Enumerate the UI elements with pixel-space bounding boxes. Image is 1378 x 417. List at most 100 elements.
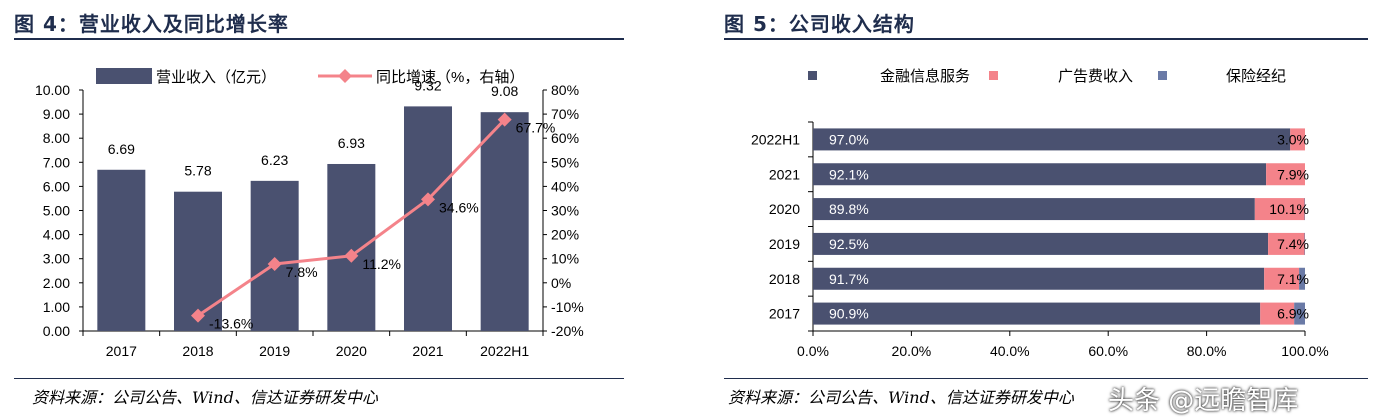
x-tick-label: 2022H1 xyxy=(480,343,529,359)
stacked-segment xyxy=(813,163,1267,186)
revenue-bar xyxy=(97,169,146,331)
stacked-segment xyxy=(813,128,1291,151)
figure-title: 图 5：公司收入结构 xyxy=(724,12,915,36)
revenue-bar xyxy=(404,106,452,331)
stacked-segment xyxy=(1260,302,1295,325)
x-tick-label: 2020 xyxy=(336,343,367,359)
stacked-segment xyxy=(1268,232,1305,255)
x-tick-label: 40.0% xyxy=(990,343,1030,359)
x-tick-label: 80.0% xyxy=(1187,343,1227,359)
y-tick-label: 4.00 xyxy=(43,227,70,243)
legend-swatch-growth-marker xyxy=(338,69,352,83)
bar-value-label: 9.32 xyxy=(414,77,441,93)
y-tick-label: 2020 xyxy=(769,201,800,217)
y2-tick-label: 70% xyxy=(551,106,579,122)
x-tick-label: 2018 xyxy=(182,343,213,359)
y-tick-label: 2022H1 xyxy=(751,131,800,147)
y2-tick-label: -10% xyxy=(551,299,584,315)
revenue-structure-chart: 0.0% 20.0% 40.0% 60.0% 80.0% 100.0% 2022H1 97.0… xyxy=(751,68,1329,359)
x-tick-label: 0.0% xyxy=(797,343,829,359)
source-note: 资料来源：公司公告、Wind、信达证券研发中心 xyxy=(728,388,1074,407)
title-divider xyxy=(724,38,1368,40)
stacked-segment xyxy=(813,232,1269,255)
y-tick-label: 8.00 xyxy=(43,130,70,146)
legend-label: 保险经纪 xyxy=(1226,68,1286,85)
y-tick-label: 2019 xyxy=(769,236,800,252)
legend-label-revenue: 营业收入（亿元） xyxy=(156,69,276,86)
source-note: 资料来源：公司公告、Wind、信达证券研发中心 xyxy=(32,388,378,407)
x-tick-label: 2019 xyxy=(259,343,290,359)
bar-value-label: 5.78 xyxy=(184,163,211,179)
y2-tick-label: 20% xyxy=(551,227,579,243)
growth-point xyxy=(344,248,359,263)
footer-divider xyxy=(724,378,1368,379)
x-tick-label: 20.0% xyxy=(892,343,932,359)
y-tick-label: 2017 xyxy=(769,306,800,322)
y-tick-label: 2018 xyxy=(769,271,800,287)
y-tick-label: 9.00 xyxy=(43,106,70,122)
revenue-bar xyxy=(327,163,376,331)
stacked-segment xyxy=(1266,163,1305,186)
y-tick-label: 2021 xyxy=(769,166,800,182)
share-label-advertising: 6.9% xyxy=(1277,306,1309,322)
growth-value-label: 7.8% xyxy=(286,264,318,280)
revenue-structure-figure: 图 5：公司收入结构 0.0% 20.0% 40.0% 60.0% 80.0% 100.0… xyxy=(712,0,1378,417)
y2-tick-label: 30% xyxy=(551,203,579,219)
growth-point xyxy=(191,308,205,323)
y2-tick-label: -20% xyxy=(551,323,584,339)
y-tick-label: 10.00 xyxy=(35,82,70,98)
y2-tick-label: 80% xyxy=(551,82,579,98)
legend-swatch xyxy=(989,71,998,80)
title-divider xyxy=(14,38,624,40)
y-tick-label: 6.00 xyxy=(43,178,70,194)
share-label-financial: 89.8% xyxy=(829,201,869,217)
stacked-segment xyxy=(813,267,1265,290)
stacked-segment xyxy=(1290,128,1305,151)
share-label-advertising: 10.1% xyxy=(1269,201,1309,217)
y2-tick-label: 50% xyxy=(551,154,579,170)
revenue-bar xyxy=(174,191,222,331)
y-tick-label: 5.00 xyxy=(43,203,70,219)
revenue-growth-chart: 0.00 1.00 2.00 3.00 4.00 5.00 6.00 7.00 8.00 9.00… xyxy=(35,68,584,359)
y2-tick-label: 60% xyxy=(551,130,579,146)
stacked-segment xyxy=(1264,267,1300,290)
revenue-bar xyxy=(480,112,529,331)
stacked-segment xyxy=(813,198,1255,221)
growth-value-label: -13.6% xyxy=(209,316,253,332)
bar-value-label: 6.69 xyxy=(108,141,135,157)
share-label-advertising: 3.0% xyxy=(1277,131,1309,147)
y-tick-label: 0.00 xyxy=(43,323,70,339)
growth-point xyxy=(497,112,512,127)
growth-value-label: 11.2% xyxy=(362,256,401,272)
share-label-financial: 91.7% xyxy=(829,271,869,287)
revenue-figure: 图 4：营业收入及同比增长率 0.00 1.00 2.00 3.00 4.00 5.00 6… xyxy=(0,0,640,417)
stacked-segment xyxy=(1299,267,1305,290)
watermark: 头条 @远瞻智库 xyxy=(1108,386,1299,416)
share-label-financial: 92.1% xyxy=(829,166,869,182)
y-tick-label: 3.00 xyxy=(43,251,70,267)
revenue-bar xyxy=(250,180,299,331)
footer-divider xyxy=(14,378,624,379)
bar-value-label: 9.08 xyxy=(491,83,518,99)
share-label-advertising: 7.1% xyxy=(1277,271,1309,287)
legend-label: 广告费收入 xyxy=(1058,68,1133,85)
growth-point xyxy=(267,257,282,272)
y-tick-label: 2.00 xyxy=(43,275,70,291)
legend-swatch xyxy=(1158,71,1167,80)
y-tick-label: 1.00 xyxy=(43,299,70,315)
figure-title: 图 4：营业收入及同比增长率 xyxy=(14,12,289,36)
share-label-advertising: 7.9% xyxy=(1277,166,1309,182)
bar-value-label: 6.93 xyxy=(338,135,365,151)
x-tick-label: 100.0% xyxy=(1281,343,1328,359)
x-tick-label: 2017 xyxy=(106,343,137,359)
stacked-segment xyxy=(1294,302,1305,325)
share-label-financial: 97.0% xyxy=(829,131,869,147)
share-label-financial: 90.9% xyxy=(829,306,869,322)
bar-value-label: 6.23 xyxy=(261,152,288,168)
legend-swatch-revenue xyxy=(96,68,152,84)
x-tick-label: 60.0% xyxy=(1088,343,1128,359)
growth-value-label: 67.7% xyxy=(516,120,556,136)
x-tick-label: 2021 xyxy=(412,343,443,359)
y-tick-label: 7.00 xyxy=(43,154,70,170)
y2-tick-label: 10% xyxy=(551,251,579,267)
